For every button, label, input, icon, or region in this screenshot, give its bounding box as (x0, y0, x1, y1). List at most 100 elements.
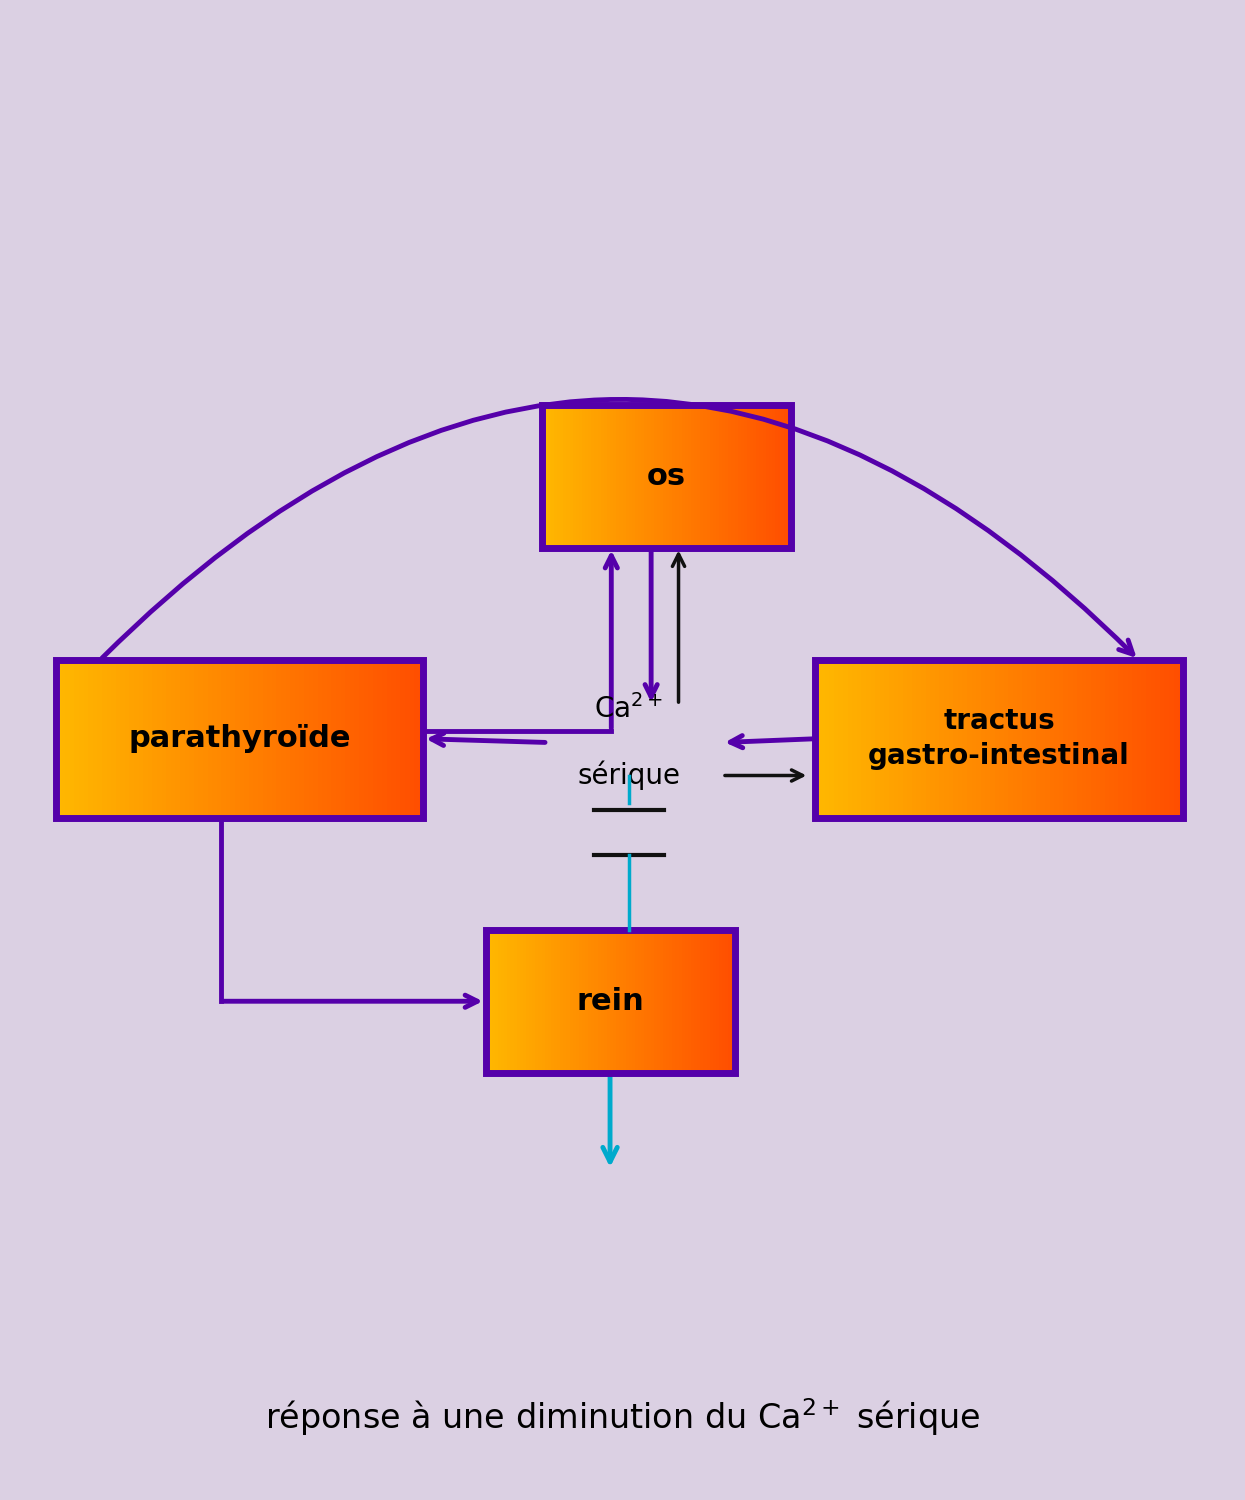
Bar (304, 660, 309, 818)
Bar (488, 930, 493, 1072)
Bar (217, 660, 222, 818)
Bar (625, 405, 629, 548)
Bar (97, 660, 102, 818)
Bar (788, 405, 792, 548)
Bar (875, 660, 880, 818)
Bar (176, 660, 181, 818)
Bar (898, 660, 904, 818)
Bar (707, 930, 710, 1072)
Bar (732, 405, 735, 548)
Bar (382, 660, 387, 818)
Bar (520, 930, 524, 1072)
Bar (725, 930, 730, 1072)
Bar (629, 930, 632, 1072)
Bar (545, 930, 548, 1072)
Bar (745, 405, 747, 548)
Bar (263, 660, 268, 818)
Bar (510, 930, 514, 1072)
Bar (650, 405, 655, 548)
Bar (732, 930, 735, 1072)
Bar (564, 405, 568, 548)
Bar (486, 930, 489, 1072)
Bar (737, 405, 742, 548)
Bar (632, 930, 636, 1072)
Bar (285, 660, 291, 818)
Bar (554, 930, 558, 1072)
Bar (645, 930, 649, 1072)
Bar (271, 660, 278, 818)
Bar (184, 660, 189, 818)
Bar (1008, 660, 1013, 818)
Bar (639, 930, 642, 1072)
Bar (78, 660, 85, 818)
Bar (1128, 660, 1133, 818)
Bar (583, 405, 586, 548)
Bar (703, 930, 707, 1072)
Bar (712, 405, 717, 548)
Bar (1132, 660, 1138, 818)
Bar (722, 930, 726, 1072)
Bar (56, 660, 423, 818)
Bar (591, 930, 595, 1072)
Bar (418, 660, 423, 818)
Bar (629, 405, 632, 548)
Bar (492, 930, 496, 1072)
Bar (889, 660, 894, 818)
Bar (148, 660, 153, 818)
Bar (239, 660, 245, 818)
Bar (1027, 660, 1032, 818)
Bar (143, 660, 148, 818)
Bar (295, 660, 300, 818)
Bar (585, 930, 589, 1072)
Bar (570, 930, 573, 1072)
Bar (867, 660, 872, 818)
Bar (843, 660, 848, 818)
Bar (162, 660, 167, 818)
Bar (716, 405, 720, 548)
Bar (1155, 660, 1160, 818)
Bar (1045, 660, 1051, 818)
Bar (949, 660, 954, 818)
Bar (350, 660, 355, 818)
Bar (1118, 660, 1124, 818)
Bar (954, 660, 959, 818)
Bar (70, 660, 75, 818)
Bar (645, 405, 647, 548)
Bar (757, 405, 761, 548)
Bar (697, 930, 701, 1072)
Bar (601, 930, 605, 1072)
Bar (672, 930, 676, 1072)
Bar (129, 660, 134, 818)
Text: sérique: sérique (578, 760, 680, 790)
Bar (121, 660, 126, 818)
Bar (523, 930, 527, 1072)
Bar (916, 660, 921, 818)
Bar (525, 930, 530, 1072)
Bar (327, 660, 332, 818)
Bar (741, 405, 745, 548)
Bar (65, 660, 71, 818)
Bar (762, 405, 767, 548)
Bar (1091, 660, 1096, 818)
Bar (685, 930, 688, 1072)
Bar (386, 660, 392, 818)
Bar (1142, 660, 1147, 818)
Bar (852, 660, 858, 818)
Bar (666, 930, 670, 1072)
Bar (249, 660, 254, 818)
Bar (857, 660, 862, 818)
Bar (317, 660, 322, 818)
Bar (728, 405, 732, 548)
Bar (514, 930, 518, 1072)
Bar (1082, 660, 1087, 818)
Bar (962, 660, 967, 818)
Bar (700, 930, 705, 1072)
Bar (124, 660, 129, 818)
Bar (548, 930, 552, 1072)
Bar (631, 405, 636, 548)
Bar (691, 405, 695, 548)
Bar (620, 405, 622, 548)
Bar (1160, 660, 1165, 818)
Bar (815, 660, 1183, 818)
Bar (829, 660, 834, 818)
